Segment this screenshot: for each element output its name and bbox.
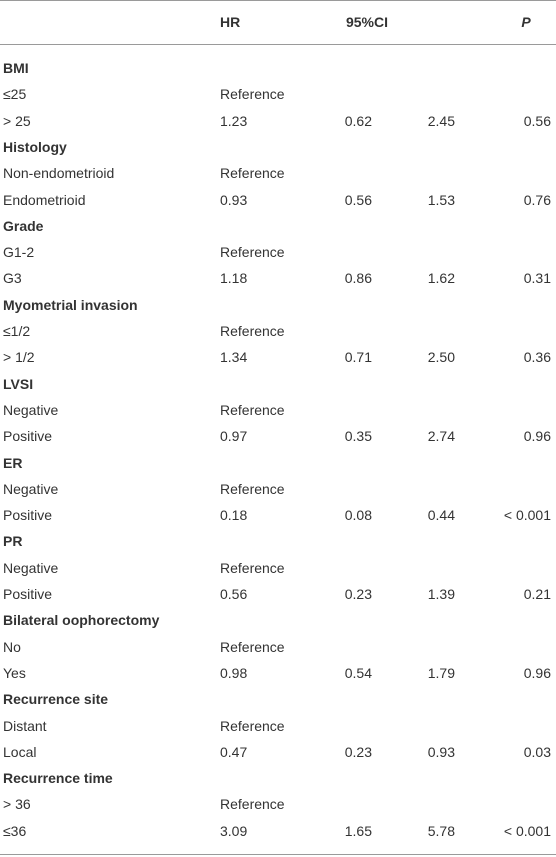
row-label: Negative — [3, 480, 59, 497]
row-label: > 36 — [3, 796, 31, 813]
row-label: Positive — [3, 586, 53, 602]
ci-low-cell: 0.56 — [344, 191, 372, 208]
header-p: P — [521, 14, 531, 30]
hr-cell: 0.56 — [220, 586, 248, 602]
row-label: Negative — [3, 401, 59, 418]
ci-low-cell: 0.54 — [344, 664, 372, 681]
hr-cell: 3.09 — [220, 822, 248, 839]
row-label: Positive — [3, 428, 53, 445]
p-cell: 0.03 — [523, 743, 551, 760]
rule — [0, 0, 556, 1]
row-label: > 25 — [3, 112, 31, 129]
hr-cell: 0.47 — [220, 743, 248, 760]
hr-cell: Reference — [220, 401, 285, 418]
hr-cell: Reference — [220, 323, 285, 339]
ci-low-cell: 0.23 — [344, 586, 372, 602]
section-title: Recurrence time — [3, 770, 113, 787]
hr-cell: 0.18 — [220, 507, 248, 524]
header-ci: 95%CI — [345, 14, 389, 30]
ci-high-cell: 1.79 — [427, 664, 455, 681]
ci-low-cell: 1.65 — [344, 822, 372, 839]
p-cell: 0.56 — [523, 112, 551, 129]
p-cell: < 0.001 — [503, 822, 551, 839]
ci-high-cell: 5.78 — [427, 822, 455, 839]
ci-high-cell: 0.44 — [427, 507, 455, 524]
ci-high-cell: 1.39 — [427, 586, 455, 602]
p-cell: < 0.001 — [503, 507, 551, 524]
ci-high-cell: 2.74 — [427, 428, 455, 445]
hr-cell: Reference — [220, 86, 285, 103]
header-hr: HR — [220, 14, 241, 30]
ci-high-cell: 2.45 — [427, 112, 455, 129]
rule — [0, 44, 556, 45]
row-label: Yes — [3, 664, 26, 681]
ci-high-cell: 1.53 — [427, 191, 455, 208]
ci-low-cell: 0.08 — [344, 507, 372, 524]
hr-cell: 1.34 — [220, 349, 248, 366]
ci-low-cell: 0.62 — [344, 112, 372, 129]
ci-low-cell: 0.23 — [344, 743, 372, 760]
section-title: BMI — [3, 60, 29, 76]
row-label: Negative — [3, 559, 59, 576]
row-label: G3 — [3, 270, 22, 287]
hr-cell: 1.23 — [220, 112, 248, 129]
hr-cell: 1.18 — [220, 270, 248, 287]
section-title: Myometrial invasion — [3, 296, 138, 313]
hr-cell: 0.98 — [220, 664, 248, 681]
hr-cell: Reference — [220, 559, 285, 576]
p-cell: 0.96 — [523, 664, 551, 681]
row-label: Positive — [3, 507, 53, 524]
hr-cell: Reference — [220, 796, 285, 813]
p-cell: 0.96 — [523, 428, 551, 445]
section-title: Grade — [3, 217, 44, 234]
section-title: PR — [3, 533, 23, 550]
p-cell: 0.76 — [523, 191, 551, 208]
p-cell: 0.36 — [523, 349, 551, 366]
p-cell: 0.31 — [523, 270, 551, 287]
row-label: > 1/2 — [3, 349, 35, 366]
row-label: No — [3, 638, 21, 655]
hr-cell: Reference — [220, 717, 285, 734]
row-label: Distant — [3, 717, 47, 734]
ci-low-cell: 0.71 — [344, 349, 372, 366]
ci-low-cell: 0.35 — [344, 428, 372, 445]
hr-cell: Reference — [220, 244, 285, 261]
row-label: Local — [3, 743, 37, 760]
section-title: Histology — [3, 138, 67, 155]
rule — [0, 854, 556, 855]
row-label: G1-2 — [3, 244, 35, 261]
hr-cell: Reference — [220, 165, 285, 182]
section-title: Bilateral oophorectomy — [3, 612, 160, 629]
section-title: Recurrence site — [3, 691, 109, 708]
section-title: ER — [3, 454, 23, 471]
hr-cell: Reference — [220, 480, 285, 497]
ci-high-cell: 0.93 — [427, 743, 455, 760]
hr-cell: 0.97 — [220, 428, 248, 445]
row-label: ≤1/2 — [3, 323, 31, 339]
hr-cell: 0.93 — [220, 191, 248, 208]
section-title: LVSI — [3, 375, 34, 392]
p-cell: 0.21 — [523, 586, 551, 602]
row-label: ≤36 — [3, 822, 27, 839]
row-label: ≤25 — [3, 86, 27, 103]
ci-high-cell: 1.62 — [427, 270, 455, 287]
ci-low-cell: 0.86 — [344, 270, 372, 287]
hr-cell: Reference — [220, 638, 285, 655]
ci-high-cell: 2.50 — [427, 349, 455, 366]
row-label: Endometrioid — [3, 191, 86, 208]
row-label: Non-endometrioid — [3, 165, 115, 182]
